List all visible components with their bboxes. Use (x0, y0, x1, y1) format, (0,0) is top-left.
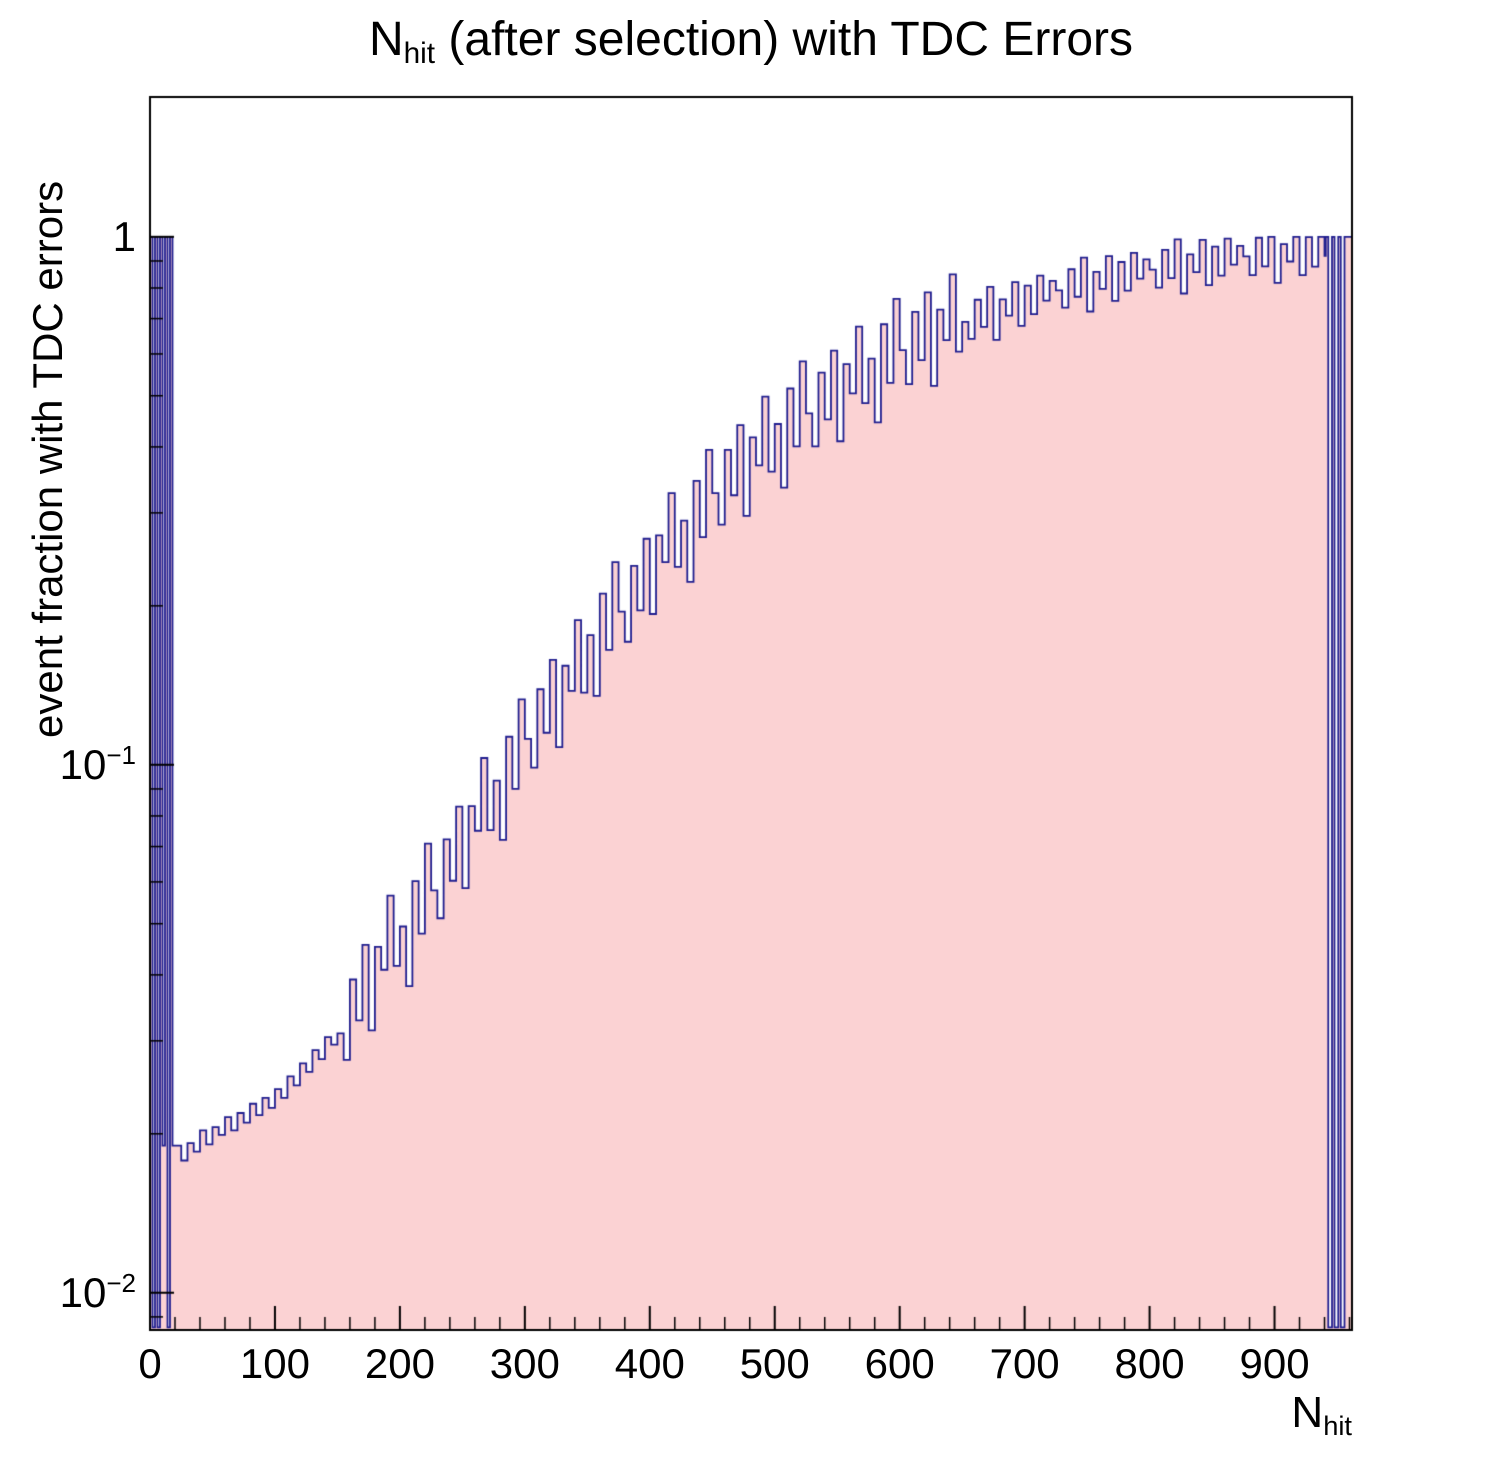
y-tick-label: 10−2 (59, 1268, 136, 1317)
y-tick-label: 1 (113, 213, 136, 261)
y-tick-base: 1 (112, 212, 136, 260)
y-tick-exponent: −2 (106, 1268, 136, 1299)
x-axis-label: Nhit (1291, 1388, 1352, 1441)
chart-title-subscript: hit (403, 37, 436, 71)
x-tick-label: 200 (364, 1340, 435, 1387)
x-axis-label-subscript: hit (1323, 1409, 1352, 1441)
x-tick-label: 100 (239, 1340, 310, 1387)
y-tick-label: 10−1 (59, 740, 136, 789)
x-tick-label: 0 (138, 1340, 162, 1387)
y-tick-base: 10 (59, 1268, 107, 1316)
x-tick-label: 800 (1114, 1340, 1185, 1387)
x-tick-label: 300 (489, 1340, 560, 1387)
x-tick-label: 500 (739, 1340, 810, 1387)
x-axis-label-prefix: N (1291, 1388, 1324, 1437)
x-tick-label: 900 (1239, 1340, 1310, 1387)
x-tick-label: 600 (864, 1340, 935, 1387)
x-tick-label: 400 (614, 1340, 685, 1387)
y-axis-label: event fraction with TDC errors (24, 180, 71, 738)
y-tick-base: 10 (59, 740, 107, 788)
x-tick-label: 700 (989, 1340, 1060, 1387)
chart-title-rest: (after selection) with TDC Errors (435, 13, 1134, 66)
chart-title: Nhit (after selection) with TDC Errors (150, 12, 1352, 71)
y-tick-exponent: −1 (106, 740, 136, 771)
chart-title-prefix: N (368, 13, 404, 66)
